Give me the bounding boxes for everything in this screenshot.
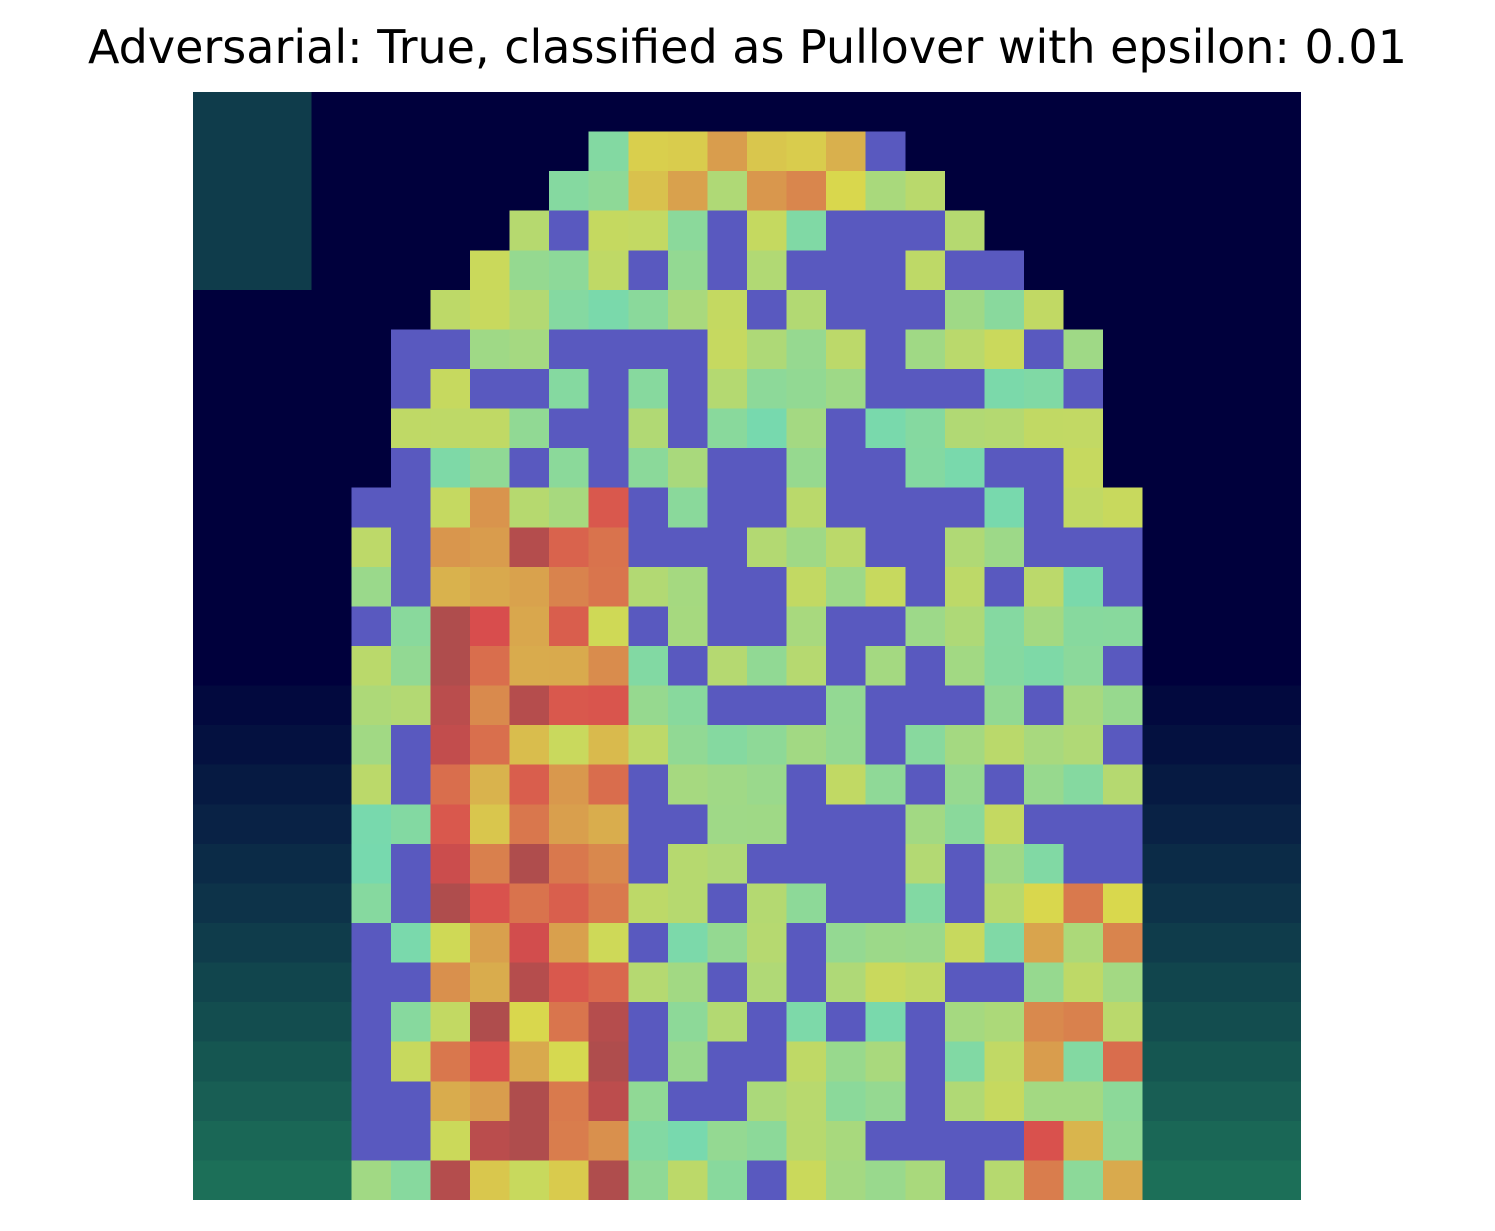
saliency-heatmap-image xyxy=(193,92,1301,1200)
figure-title: Adversarial: True, classified as Pullove… xyxy=(88,20,1407,74)
